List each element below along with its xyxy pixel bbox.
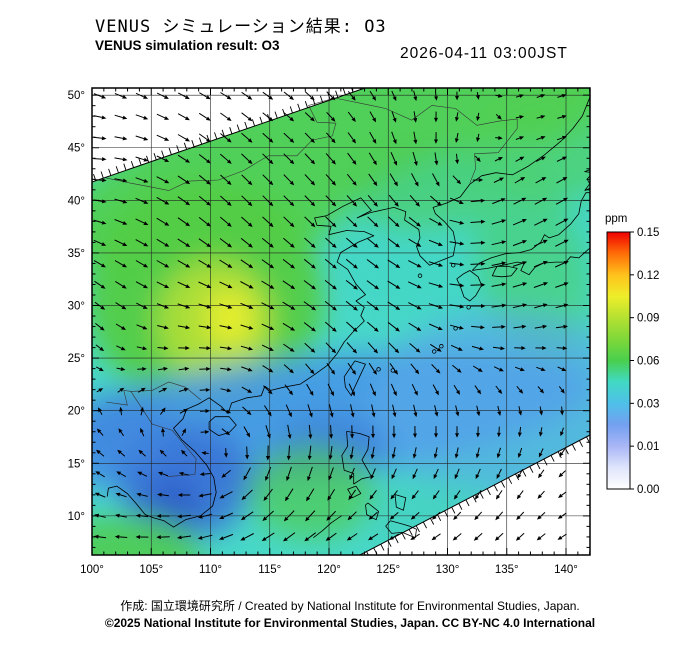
x-tick-label: 110° (199, 564, 222, 576)
y-tick-label: 15° (68, 458, 85, 470)
figure-title-english: VENUS simulation result: O3 (95, 38, 280, 53)
country-borders (105, 97, 518, 477)
y-tick-label: 35° (68, 248, 85, 260)
x-axis-labels: 100° 105° 110° 115° 120° 125° 130° 135° 140° (80, 564, 578, 576)
x-tick-label: 120° (317, 564, 341, 576)
y-tick-label: 10° (68, 511, 85, 523)
x-tick-label: 105° (139, 564, 163, 576)
colorbar-tick-label: 0.09 (637, 313, 659, 325)
y-tick-label: 20° (68, 406, 85, 418)
map-area (92, 88, 590, 555)
colorbar-tick-label: 0.01 (637, 441, 659, 453)
graticule-lines (92, 88, 590, 555)
x-tick-label: 100° (80, 564, 104, 576)
x-tick-label: 140° (554, 564, 578, 576)
valid-datetime: 2026-04-11 03:00JST (400, 45, 568, 62)
domain-boundary-line-se (359, 434, 590, 555)
colorbar-gradient (606, 231, 631, 490)
colorbar-tick-label: 0.12 (637, 270, 659, 282)
x-tick-label: 115° (258, 564, 281, 576)
colorbar-ticks: 0.15 0.12 0.09 0.06 0.03 0.01 0.00 (630, 227, 659, 496)
colorbar-unit-label: ppm (605, 213, 627, 225)
plot-frame (91, 87, 591, 556)
figure-title-japanese: VENUS シミュレーション結果: O3 (95, 17, 387, 37)
x-tick-label: 130° (436, 564, 460, 576)
colorbar-tick-label: 0.03 (637, 398, 659, 410)
colorbar-tick-label: 0.15 (637, 227, 659, 239)
y-axis-labels: 50° 45° 40° 35° 30° 25° 20° 15° 10° (68, 90, 85, 523)
colorbar: ppm 0.15 0.12 0.09 0.06 0.03 0.01 0.00 (605, 213, 659, 496)
copyright-line: ©2025 National Institute for Environment… (104, 616, 596, 630)
x-tick-label: 135° (495, 564, 519, 576)
y-tick-label: 40° (68, 195, 85, 207)
x-tick-label: 125° (376, 564, 400, 576)
y-tick-label: 25° (68, 353, 85, 365)
credit-line: 作成: 国立環境研究所 / Created by National Instit… (120, 599, 580, 613)
colorbar-tick-label: 0.00 (637, 484, 659, 496)
y-tick-label: 45° (68, 143, 85, 155)
y-tick-label: 50° (68, 90, 85, 102)
domain-boundary-line-nw (92, 88, 366, 183)
y-tick-label: 30° (68, 301, 85, 313)
colorbar-tick-label: 0.06 (637, 356, 659, 368)
